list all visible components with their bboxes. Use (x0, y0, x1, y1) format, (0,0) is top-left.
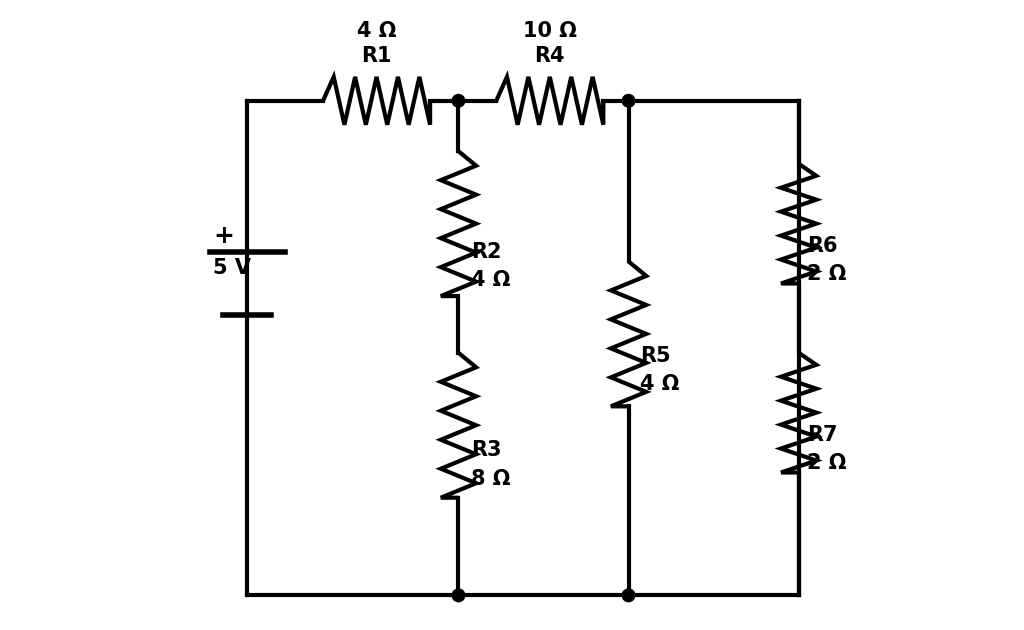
Text: R7: R7 (807, 425, 838, 445)
Text: 5 V: 5 V (213, 258, 251, 278)
Circle shape (623, 589, 635, 602)
Text: 10 Ω: 10 Ω (523, 21, 577, 41)
Text: 8 Ω: 8 Ω (471, 469, 511, 489)
Text: R5: R5 (640, 346, 671, 366)
Text: 4 Ω: 4 Ω (471, 270, 511, 290)
Text: R3: R3 (471, 440, 502, 461)
Text: R1: R1 (361, 46, 392, 66)
Circle shape (453, 94, 465, 107)
Text: 4 Ω: 4 Ω (356, 21, 396, 41)
Text: R6: R6 (807, 236, 838, 256)
Text: +: + (214, 224, 234, 248)
Text: R2: R2 (471, 242, 502, 262)
Text: 2 Ω: 2 Ω (807, 453, 847, 473)
Circle shape (453, 589, 465, 602)
Text: 2 Ω: 2 Ω (807, 264, 847, 284)
Circle shape (623, 94, 635, 107)
Text: 4 Ω: 4 Ω (640, 374, 679, 394)
Text: R4: R4 (535, 46, 565, 66)
